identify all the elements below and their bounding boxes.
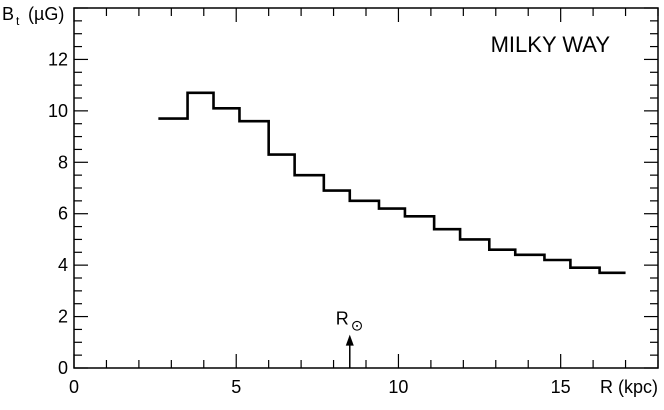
y-axis-label-unit: (µG) xyxy=(28,4,64,24)
annotation-arrow-head-icon xyxy=(345,334,354,346)
x-axis-label: R (kpc) xyxy=(600,377,658,397)
ticks xyxy=(73,7,659,369)
y-tick-label: 12 xyxy=(48,49,68,69)
y-axis-label: B t (µG) xyxy=(2,4,64,28)
axes xyxy=(73,7,659,369)
annotation-label: R xyxy=(336,308,349,328)
y-tick-label: 10 xyxy=(48,101,68,121)
plot-frame xyxy=(73,7,659,369)
y-axis-label-main: B xyxy=(2,4,14,24)
series xyxy=(158,91,626,275)
x-tick-label: 0 xyxy=(69,377,79,397)
y-tick-label: 6 xyxy=(58,204,68,224)
y-tick-label: 0 xyxy=(58,358,68,378)
series-step-line xyxy=(158,91,626,275)
x-tick-label: 5 xyxy=(231,377,241,397)
x-tick-label: 10 xyxy=(388,377,408,397)
y-tick-label: 4 xyxy=(58,255,68,275)
sun-symbol-icon: ⊙ xyxy=(351,318,364,335)
y-axis-label-subscript: t xyxy=(16,14,20,28)
y-tick-label: 8 xyxy=(58,152,68,172)
x-tick-label: 15 xyxy=(551,377,571,397)
y-tick-label: 2 xyxy=(58,307,68,327)
chart-title: MILKY WAY xyxy=(491,32,611,57)
tick-labels: 0 5 10 15 0 2 4 6 8 10 12 xyxy=(48,49,571,397)
solar-radius-annotation: R ⊙ xyxy=(336,308,364,368)
